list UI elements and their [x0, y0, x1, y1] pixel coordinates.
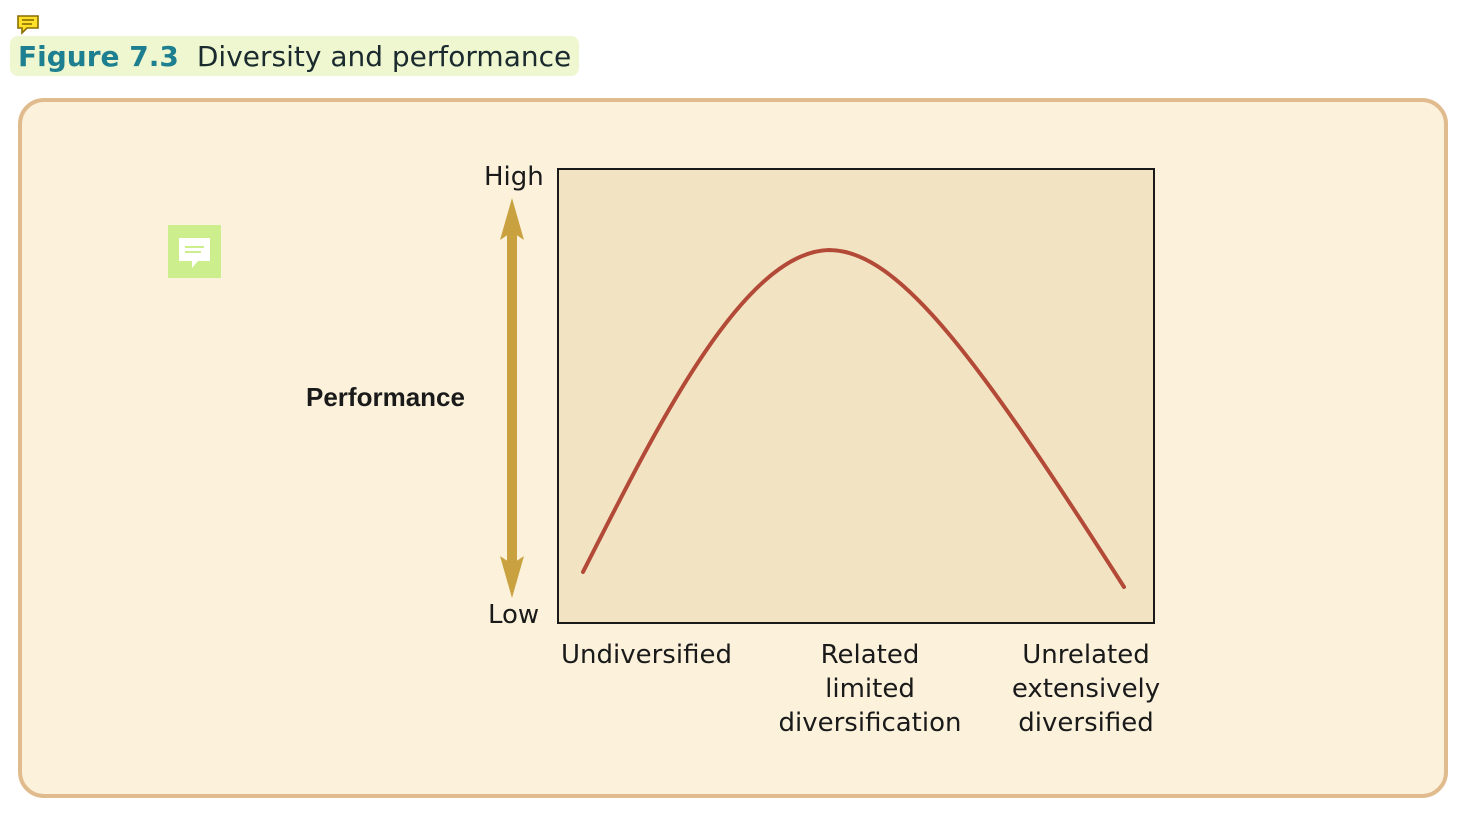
plot-area — [557, 168, 1155, 624]
figure-number: Figure 7.3 — [18, 39, 179, 73]
figure-caption: Figure 7.3 Diversity and performance — [10, 36, 580, 76]
y-axis-high-label: High — [484, 162, 544, 192]
performance-curve — [581, 247, 1126, 589]
comment-icon[interactable] — [168, 225, 221, 278]
y-axis-low-label: Low — [488, 600, 540, 630]
x-category-undiversified: Undiversified — [561, 640, 732, 670]
x-category-related-limited: Related limited diversification — [778, 640, 962, 738]
double-arrow-icon — [500, 198, 524, 598]
y-axis-label: Performance — [306, 382, 465, 412]
figure-title: Diversity and performance — [196, 39, 572, 73]
comment-icon[interactable] — [16, 14, 40, 36]
x-category-unrelated-extensive: Unrelated extensively diversified — [1011, 640, 1161, 738]
